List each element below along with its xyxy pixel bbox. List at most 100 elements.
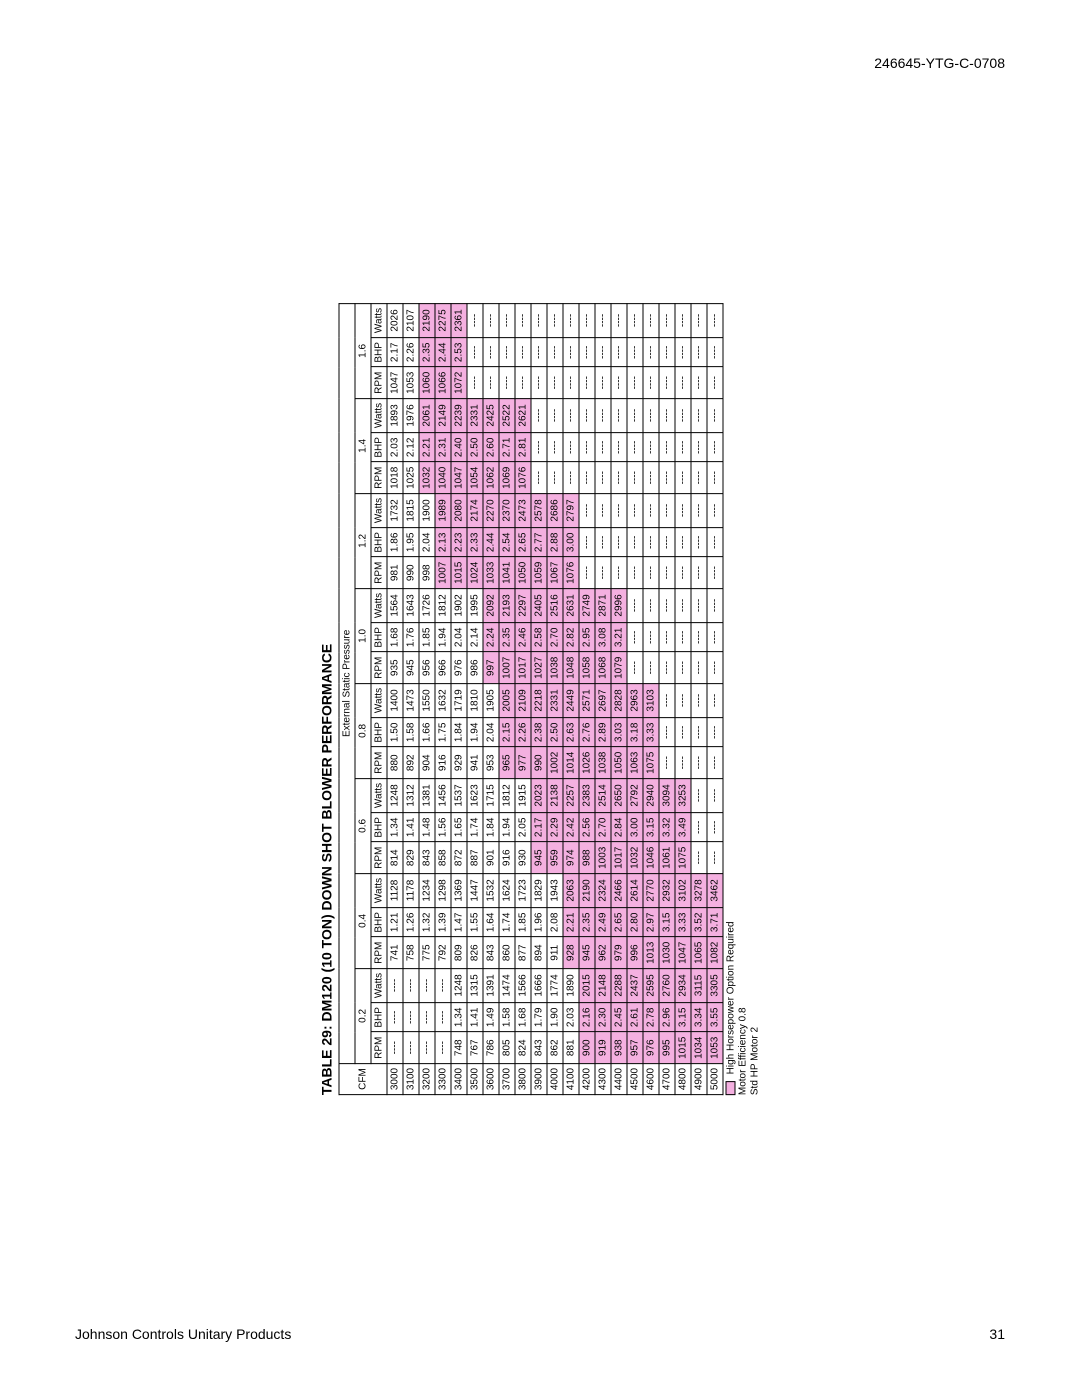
data-cell: 1038 xyxy=(547,652,563,683)
data-cell: 2.26 xyxy=(515,717,531,747)
data-cell: ---- xyxy=(707,778,723,812)
data-cell: 2.21 xyxy=(563,907,579,937)
data-cell: ---- xyxy=(595,557,611,588)
data-cell: 1829 xyxy=(531,873,547,907)
cfm-cell: 4200 xyxy=(579,1063,595,1094)
table-row: 47009952.96276010303.15293210613.323094-… xyxy=(659,303,675,1094)
sub-header: Watts xyxy=(371,968,387,1002)
sub-header: BHP xyxy=(371,1002,387,1032)
data-cell: 938 xyxy=(611,1032,627,1063)
data-cell: 1.86 xyxy=(387,527,403,557)
data-cell: 2.54 xyxy=(499,527,515,557)
data-cell: 1054 xyxy=(467,462,483,493)
data-cell: 1815 xyxy=(403,493,419,527)
data-cell: 2.04 xyxy=(419,527,435,557)
data-cell: ---- xyxy=(691,747,707,778)
data-cell: 1632 xyxy=(435,683,451,717)
data-cell: ---- xyxy=(643,303,659,337)
data-cell: 3115 xyxy=(691,968,707,1002)
data-cell: 1018 xyxy=(387,462,403,493)
data-cell: 2514 xyxy=(595,778,611,812)
data-cell: 2.77 xyxy=(531,527,547,557)
data-cell: 860 xyxy=(499,937,515,968)
data-cell: ---- xyxy=(515,303,531,337)
data-cell: 1068 xyxy=(595,652,611,683)
data-cell: 1128 xyxy=(387,873,403,907)
data-cell: 1062 xyxy=(483,462,499,493)
data-cell: ---- xyxy=(515,367,531,398)
pressure-header: 0.2 xyxy=(355,968,371,1063)
data-cell: 1069 xyxy=(499,462,515,493)
data-cell: 2023 xyxy=(531,778,547,812)
data-cell: 2092 xyxy=(483,588,499,622)
data-cell: ---- xyxy=(627,337,643,367)
data-cell: 1063 xyxy=(627,747,643,778)
data-cell: 814 xyxy=(387,842,403,873)
data-cell: ---- xyxy=(547,432,563,462)
data-cell: 2.65 xyxy=(515,527,531,557)
data-cell: 829 xyxy=(403,842,419,873)
data-cell: 1017 xyxy=(611,842,627,873)
data-cell: 892 xyxy=(403,747,419,778)
data-cell: 1002 xyxy=(547,747,563,778)
data-cell: 2.49 xyxy=(595,907,611,937)
data-cell: 1053 xyxy=(707,1032,723,1063)
data-cell: ---- xyxy=(595,493,611,527)
data-cell: 858 xyxy=(435,842,451,873)
cfm-cell: 5000 xyxy=(707,1063,723,1094)
cfm-cell: 4800 xyxy=(675,1063,691,1094)
data-cell: 2934 xyxy=(675,968,691,1002)
data-cell: 1.76 xyxy=(403,622,419,652)
data-cell: ---- xyxy=(643,367,659,398)
data-cell: 997 xyxy=(483,652,499,683)
legend-text: High Horsepower Option Required xyxy=(726,921,737,1074)
data-cell: ---- xyxy=(707,588,723,622)
data-cell: 1774 xyxy=(547,968,563,1002)
data-cell: 805 xyxy=(499,1032,515,1063)
data-cell: 2149 xyxy=(435,398,451,432)
data-cell: 2275 xyxy=(435,303,451,337)
performance-table: CFM External Static Pressure 0.20.40.60.… xyxy=(339,302,724,1094)
data-cell: ---- xyxy=(691,622,707,652)
data-cell: 2.71 xyxy=(499,432,515,462)
data-cell: 995 xyxy=(659,1032,675,1063)
cfm-cell: 3900 xyxy=(531,1063,547,1094)
data-cell: 1726 xyxy=(419,588,435,622)
data-cell: 1.26 xyxy=(403,907,419,937)
data-cell: 2940 xyxy=(643,778,659,812)
data-cell: ---- xyxy=(547,367,563,398)
data-cell: 3.03 xyxy=(611,717,627,747)
data-cell: 1812 xyxy=(499,778,515,812)
data-cell: 1234 xyxy=(419,873,435,907)
data-cell: 786 xyxy=(483,1032,499,1063)
data-cell: 2.76 xyxy=(579,717,595,747)
data-cell: 1075 xyxy=(675,842,691,873)
data-cell: 945 xyxy=(531,842,547,873)
table-row: 36007861.4913918431.6415329011.841715953… xyxy=(483,303,499,1094)
data-cell: 877 xyxy=(515,937,531,968)
data-cell: ---- xyxy=(611,462,627,493)
cfm-cell: 4600 xyxy=(643,1063,659,1094)
data-cell: 1890 xyxy=(563,968,579,1002)
data-cell: 2.17 xyxy=(531,812,547,842)
data-cell: ---- xyxy=(675,337,691,367)
sub-header: RPM xyxy=(371,1032,387,1063)
data-cell: 977 xyxy=(515,747,531,778)
data-cell: 2.60 xyxy=(483,432,499,462)
table-notes: High Horsepower Option Required Motor Ef… xyxy=(726,302,761,1094)
data-cell: ---- xyxy=(707,717,723,747)
data-cell: 843 xyxy=(483,937,499,968)
data-cell: 1047 xyxy=(451,462,467,493)
data-cell: 3.52 xyxy=(691,907,707,937)
data-cell: 1047 xyxy=(387,367,403,398)
data-cell: ---- xyxy=(563,303,579,337)
data-cell: 996 xyxy=(627,937,643,968)
data-cell: 2697 xyxy=(595,683,611,717)
table-row: 40008621.9017749112.0819439592.292138100… xyxy=(547,303,563,1094)
data-cell: 1624 xyxy=(499,873,515,907)
data-cell: 981 xyxy=(387,557,403,588)
table-row: 42009002.1620159452.3521909882.562383102… xyxy=(579,303,595,1094)
data-cell: 1.50 xyxy=(387,717,403,747)
data-cell: 1312 xyxy=(403,778,419,812)
data-cell: 1030 xyxy=(659,937,675,968)
